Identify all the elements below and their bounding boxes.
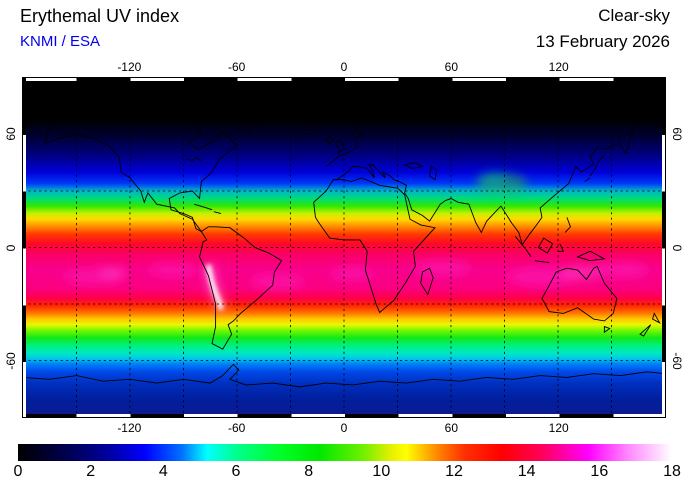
colorbar-tick-label: 4: [158, 463, 168, 480]
tibet-uv-anomaly: [475, 172, 528, 194]
colorbar-tick-label: 0: [13, 463, 23, 480]
colorbar-tick-label: 12: [445, 463, 463, 480]
colorbar-tick-label: 18: [663, 463, 681, 480]
lon-tick-label: 60: [444, 60, 459, 74]
colorbar-tick-label: 14: [517, 463, 536, 480]
colorbar-tick-label: 8: [304, 463, 314, 480]
frame-zebra-top: [23, 78, 665, 81]
map-overlay-svg: [23, 78, 665, 417]
lon-tick-label: -120: [117, 421, 142, 435]
lat-tick-label: 60: [4, 127, 18, 141]
date-label: 13 February 2026: [535, 32, 670, 51]
lon-tick-label: -120: [117, 60, 142, 74]
right-axis-labels: 60 0 -60: [669, 77, 685, 418]
header-left: Erythemal UV index KNMI / ESA: [20, 6, 179, 50]
lon-tick-label: 0: [340, 60, 348, 74]
page-title: Erythemal UV index: [20, 6, 180, 26]
colorbar-tick-label: 10: [372, 463, 391, 480]
lat-tick-label: 0: [4, 244, 18, 251]
coastlines: [23, 93, 665, 387]
sky-condition-label: Clear-sky: [598, 6, 670, 25]
lon-tick-label: 0: [340, 421, 348, 435]
colorbar-tick-label: 2: [86, 463, 96, 480]
frame-zebra-bottom: [23, 414, 665, 417]
lat-tick-label: 60: [670, 127, 684, 141]
lon-tick-label: 60: [444, 421, 459, 435]
lon-tick-label: 120: [548, 421, 569, 435]
lon-tick-label: -60: [227, 421, 246, 435]
andes-uv-maximum: [203, 264, 227, 311]
uv-map: [22, 77, 666, 418]
top-axis-labels: -120 -60 0 60 120: [22, 60, 666, 75]
colorbar-tick-label: 16: [590, 463, 609, 480]
lon-tick-label: -60: [227, 60, 246, 74]
data-source: KNMI / ESA: [20, 33, 101, 50]
graticule: [23, 78, 665, 417]
colorbar-labels: 0 2 4 6 8 10 12 14 16 18: [14, 463, 681, 481]
lon-tick-label: 120: [548, 60, 569, 74]
colorbar-gradient: [18, 444, 672, 461]
frame-zebra-left: [23, 78, 26, 417]
lat-tick-label: -60: [670, 352, 684, 370]
lat-tick-label: 0: [670, 244, 684, 251]
header-right: Clear-sky 13 February 2026: [536, 6, 670, 52]
frame-zebra-right: [662, 78, 665, 417]
lat-tick-label: -60: [4, 352, 18, 370]
bottom-axis-labels: -120 -60 0 60 120: [22, 421, 666, 436]
colorbar-tick-label: 6: [231, 463, 241, 480]
left-axis-labels: 60 0 -60: [3, 77, 19, 418]
tropical-magenta-patches: [62, 259, 650, 290]
